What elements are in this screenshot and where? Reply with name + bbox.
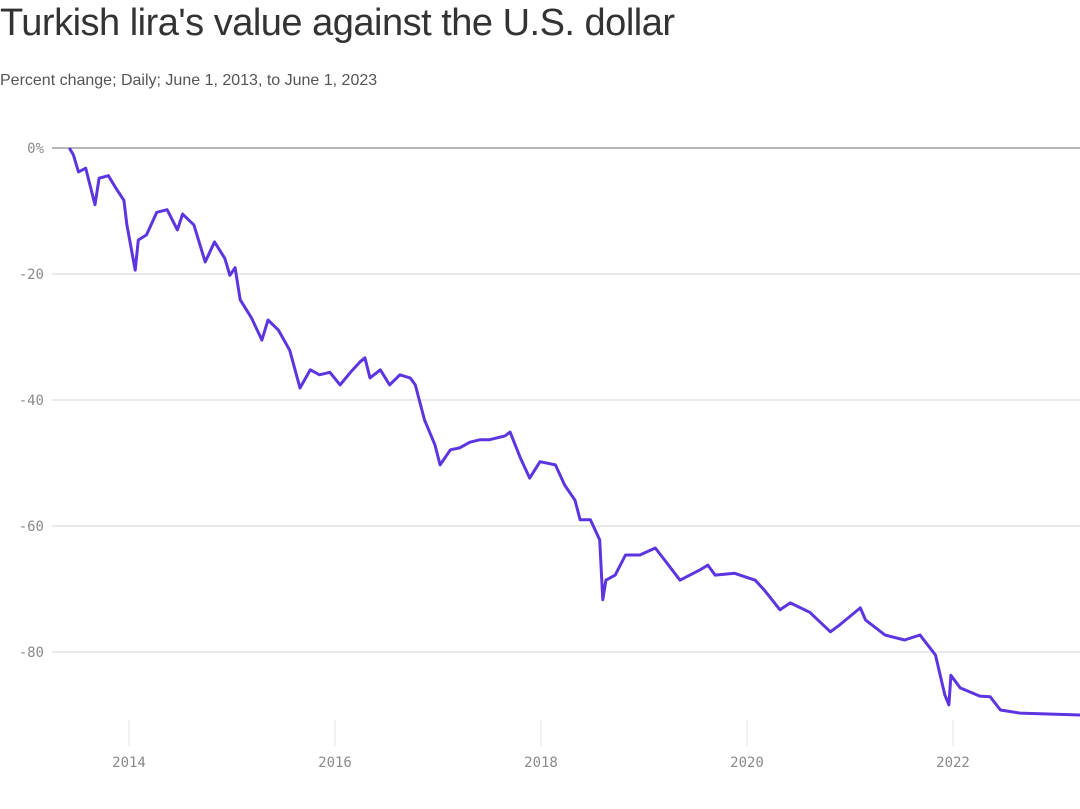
x-tick-label: 2022 [936,755,970,771]
series-line [68,147,1080,717]
y-tick-label: -20 [19,267,44,283]
x-tick-label: 2014 [112,755,146,771]
y-tick-label: -80 [19,645,44,661]
chart-subtitle: Percent change; Daily; June 1, 2013, to … [0,72,378,89]
x-tick-label: 2016 [318,755,352,771]
y-tick-label: -60 [19,519,44,535]
y-tick-label: -40 [19,393,44,409]
chart-title: Turkish lira's value against the U.S. do… [0,2,675,44]
y-tick-label: 0% [27,141,44,157]
x-tick-label: 2018 [524,755,558,771]
x-tick-label: 2020 [730,755,764,771]
